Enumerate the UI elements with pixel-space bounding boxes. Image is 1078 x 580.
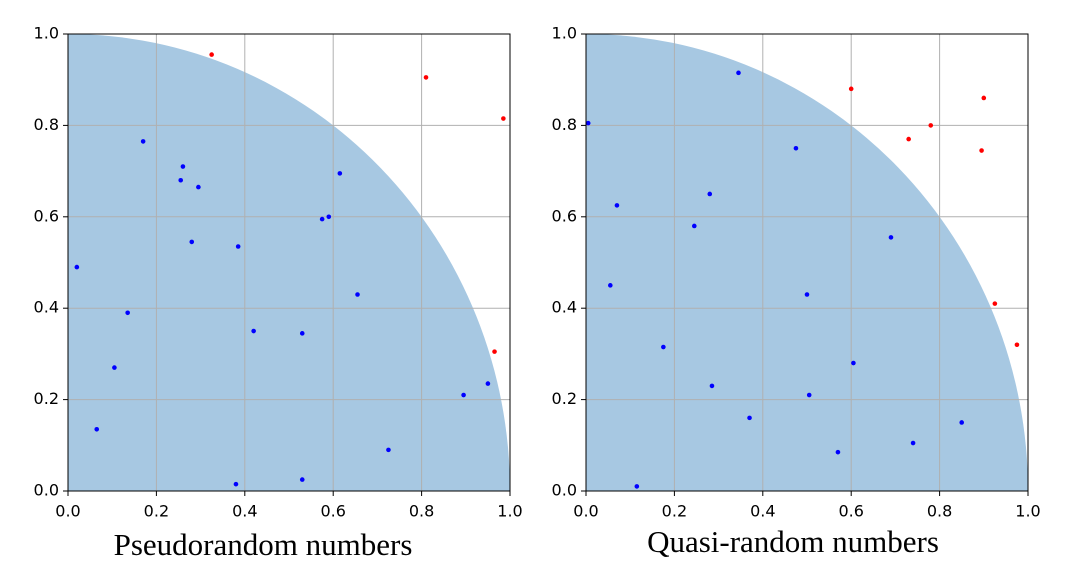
x-tick-label: 0.4 [232,502,257,521]
chart-title: Pseudorandom numbers [114,527,413,562]
point [910,440,916,446]
point [992,301,998,306]
point [355,292,360,297]
y-tick-label: 1.0 [552,24,577,43]
point [233,481,239,487]
x-tick-label: 1.0 [497,502,522,521]
x-tick-label: 0.0 [55,502,80,521]
y-tick-label: 0.2 [552,389,577,408]
point [614,203,620,208]
x-tick-label: 0.2 [662,502,687,521]
y-tick-label: 0.6 [34,206,59,225]
y-tick-label: 0.8 [34,115,59,134]
point [501,116,506,121]
point [979,148,984,153]
point [835,449,841,455]
point [793,145,799,151]
x-tick-label: 1.0 [1015,502,1040,521]
point [1014,342,1020,348]
point [299,477,305,482]
point [888,235,894,240]
point [319,216,325,222]
y-tick-label: 0.4 [552,298,577,317]
point [736,70,741,76]
point [94,427,100,432]
point [981,95,987,101]
y-tick-label: 0.0 [34,481,59,500]
point [851,360,856,366]
point [848,86,854,92]
point [608,283,613,288]
axes-frame [585,33,1029,492]
point [747,415,752,421]
point [125,310,130,316]
x-tick-label: 0.4 [750,502,775,521]
point [691,223,697,229]
y-tick-label: 0.6 [552,206,577,225]
point [485,381,491,386]
point [112,365,117,370]
point [806,392,812,398]
quarter-circle [586,34,1028,491]
point [196,184,201,190]
axes-frame [67,33,511,492]
quarter-circle [68,34,510,491]
point [492,349,497,354]
point [74,264,80,270]
y-tick-label: 0.4 [34,298,59,317]
point [337,171,343,176]
point [423,75,429,80]
point [959,420,964,425]
chart-title: Quasi-random numbers [647,524,939,559]
point [326,214,332,220]
x-tick-label: 0.6 [838,502,863,521]
y-tick-label: 0.8 [552,115,577,134]
point [661,344,666,350]
point [178,177,184,183]
point [235,244,241,249]
y-tick-label: 0.0 [552,481,577,500]
point [299,331,305,336]
x-tick-label: 0.8 [409,502,434,521]
point [209,52,214,57]
point [634,484,640,489]
point [906,136,911,142]
point [707,191,713,197]
point [709,383,715,389]
point [251,328,256,334]
point [928,123,934,128]
point [180,164,186,169]
x-tick-label: 0.2 [144,502,169,521]
point [386,447,391,453]
point [189,239,195,245]
point [140,139,146,144]
x-tick-label: 0.6 [320,502,345,521]
point [804,292,810,297]
x-tick-label: 0.0 [573,502,598,521]
y-tick-label: 0.2 [34,389,59,408]
y-tick-label: 1.0 [34,24,59,43]
x-tick-label: 0.8 [927,502,952,521]
point [585,120,591,126]
point [461,392,466,398]
